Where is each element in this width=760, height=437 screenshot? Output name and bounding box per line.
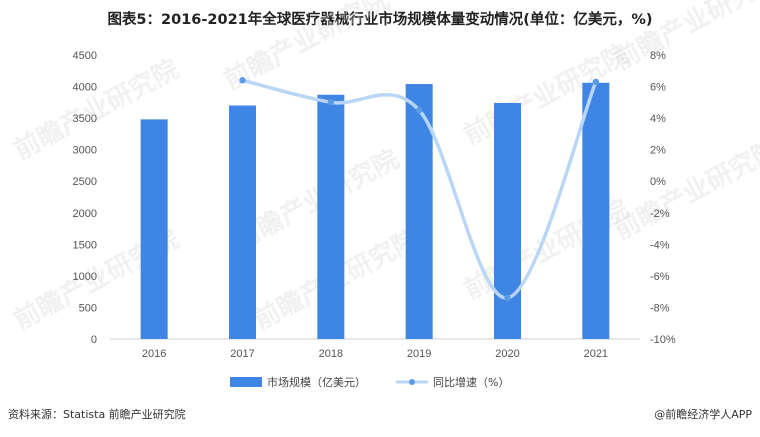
- bar-series: [140, 82, 610, 339]
- growth-point: [239, 77, 246, 84]
- x-axis-tick-label: 2020: [495, 348, 519, 360]
- growth-point: [327, 99, 335, 106]
- left-axis-tick-label: 2000: [73, 208, 97, 220]
- legend-marker-line: [409, 379, 415, 385]
- left-axis-tick-label: 4000: [73, 82, 97, 94]
- right-axis-tick-label: -8%: [650, 302, 670, 314]
- left-axis-tick-label: 1000: [73, 271, 97, 283]
- brand-link[interactable]: @前瞻经济学人APP: [654, 408, 752, 421]
- x-axis-tick-label: 2016: [142, 348, 166, 360]
- bar: [229, 105, 256, 339]
- right-axis-tick-label: 6%: [650, 82, 666, 94]
- watermark-text: 前瞻产业研究院: [609, 0, 760, 76]
- right-axis-tick-label: -2%: [650, 208, 670, 220]
- x-axis-tick-label: 2021: [584, 348, 608, 360]
- right-axis-tick-label: -4%: [650, 239, 670, 251]
- legend-label-bar: 市场规模（亿美元）: [267, 375, 366, 389]
- right-axis-tick-label: 0%: [650, 176, 666, 188]
- x-axis-tick-label: 2019: [407, 348, 431, 360]
- x-axis-tick-label: 2018: [319, 348, 343, 360]
- left-axis: 0 500 1000 1500 2000 2500 3000 3500 4000 4500: [73, 50, 97, 346]
- chart-title: 图表5：2016-2021年全球医疗器械行业市场规模体量变动情况(单位：亿美元，…: [107, 12, 653, 28]
- left-axis-tick-label: 3000: [73, 145, 97, 157]
- left-axis-tick-label: 2500: [73, 176, 97, 188]
- legend-label-line: 同比增速（%）: [433, 375, 509, 389]
- left-axis-tick-label: 0: [91, 334, 97, 346]
- left-axis-tick-label: 3500: [73, 113, 97, 125]
- right-axis-tick-label: 4%: [650, 113, 666, 125]
- legend: 市场规模（亿美元） 同比增速（%）: [230, 375, 509, 389]
- left-axis-tick-label: 1500: [73, 239, 97, 251]
- bar: [494, 102, 521, 339]
- line-series: [239, 77, 600, 302]
- right-axis-tick-label: -6%: [650, 271, 670, 283]
- growth-point: [592, 78, 600, 86]
- right-axis-tick-label: 2%: [650, 145, 666, 157]
- right-axis: -10% -8% -6% -4% -2% 0% 2% 4% 6% 8%: [650, 50, 676, 346]
- bar: [582, 82, 610, 339]
- watermark-text: 前瞻产业研究院: [609, 133, 760, 246]
- left-axis-tick-label: 500: [79, 302, 97, 314]
- bar: [140, 119, 168, 339]
- growth-point: [504, 294, 511, 302]
- bar: [317, 94, 345, 339]
- left-axis-tick-label: 4500: [73, 50, 97, 62]
- legend-swatch-bar: [230, 377, 262, 387]
- x-axis: 2016 2017 2018 2019 2020 2021: [142, 348, 608, 360]
- growth-point: [415, 107, 423, 114]
- right-axis-tick-label: 8%: [650, 50, 666, 62]
- x-axis-tick-label: 2017: [230, 348, 254, 360]
- right-axis-tick-label: -10%: [650, 334, 676, 346]
- source-note: 资料来源：Statista 前瞻产业研究院: [8, 408, 186, 421]
- growth-line: [240, 78, 598, 300]
